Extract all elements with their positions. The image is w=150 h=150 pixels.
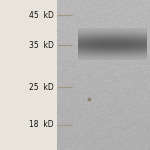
Text: 45  kD: 45 kD (29, 11, 54, 20)
Text: 35  kD: 35 kD (29, 40, 54, 50)
Text: 25  kD: 25 kD (29, 82, 54, 91)
Bar (0, 0, 57, 150)
Text: 18  kD: 18 kD (29, 120, 54, 129)
